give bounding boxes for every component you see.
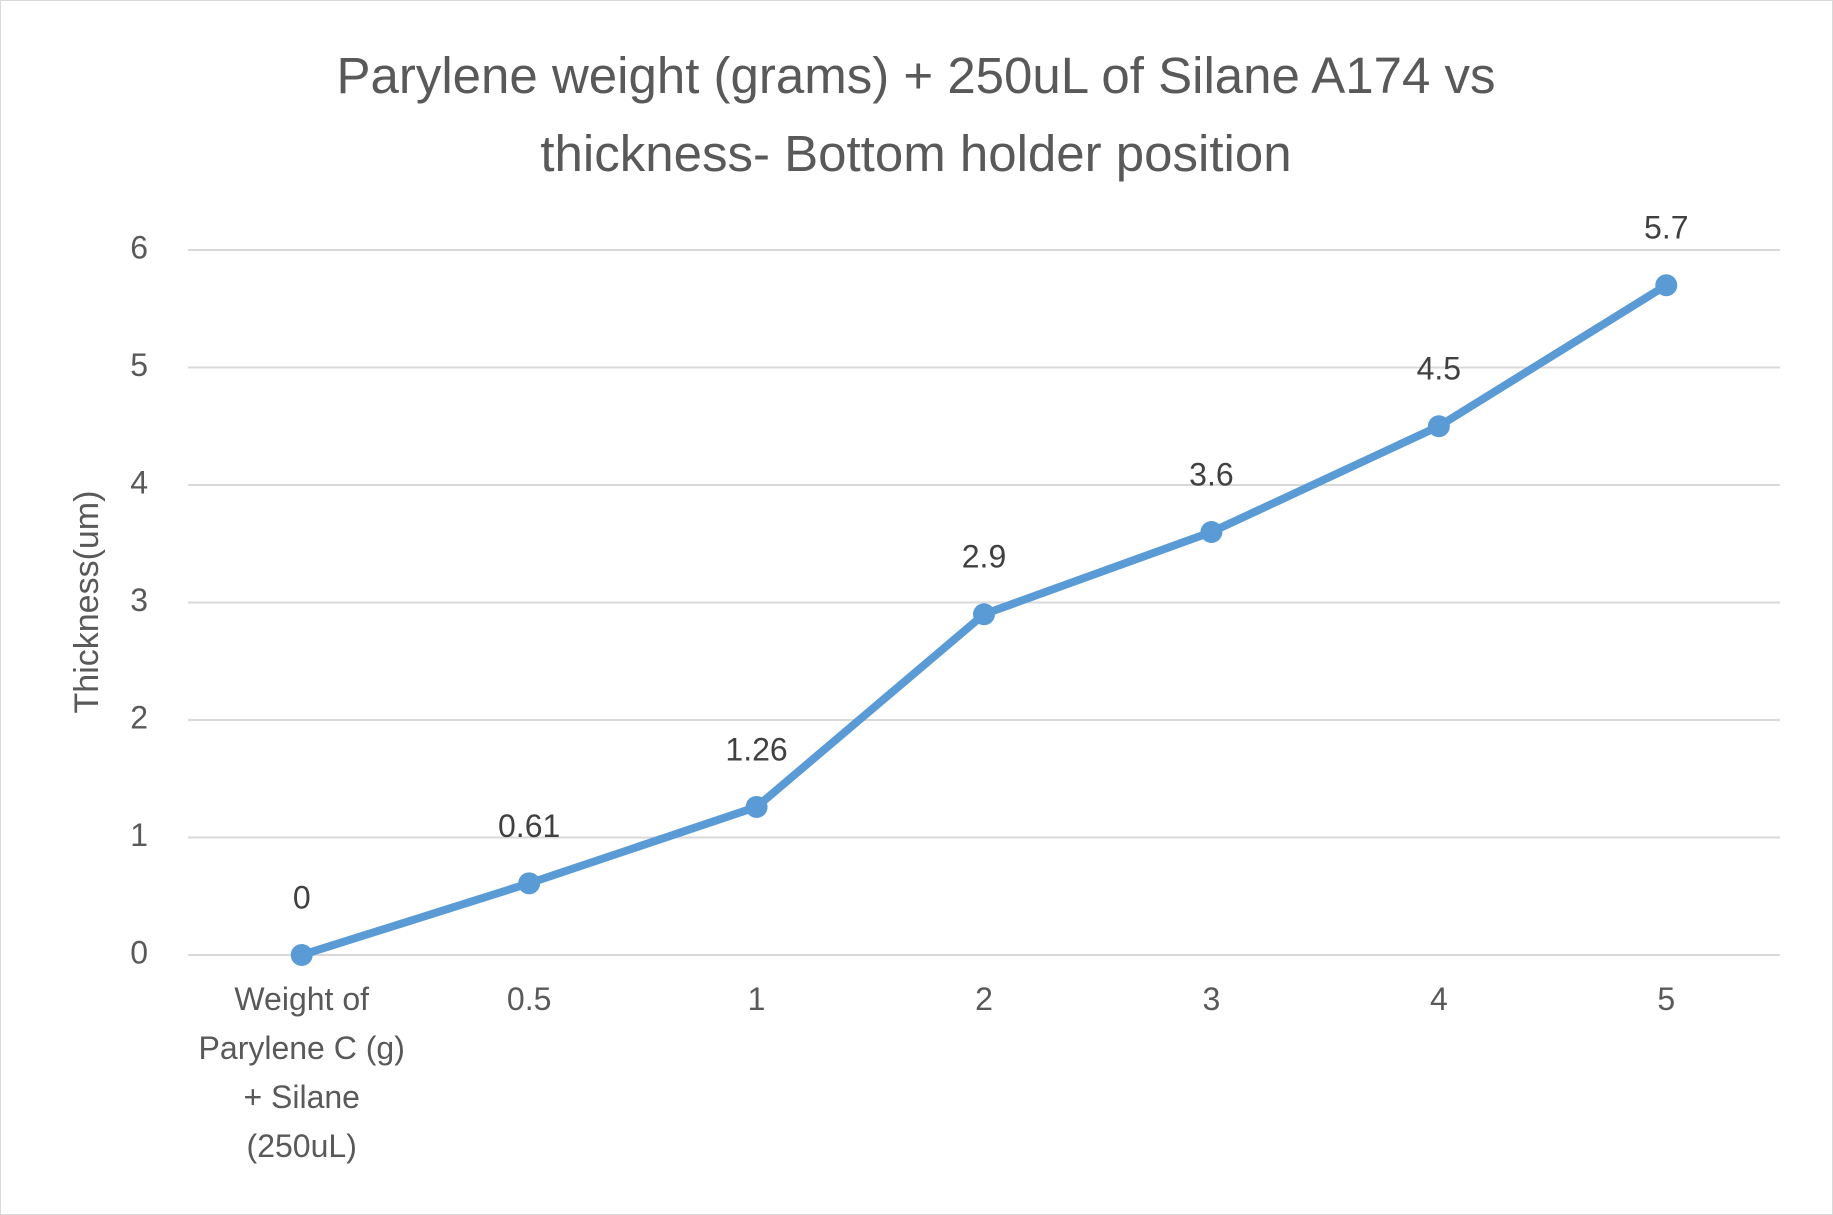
x-tick-label: 3	[1202, 981, 1221, 1017]
data-label: 4.5	[1417, 351, 1461, 387]
data-label: 1.26	[725, 731, 787, 767]
data-label: 0.61	[498, 808, 560, 844]
chart-title: Parylene weight (grams) + 250uL of Silan…	[336, 47, 1496, 182]
x-tick-label-box: 4	[1429, 981, 1448, 1017]
y-tick-label: 4	[130, 464, 148, 500]
data-label: 2.9	[962, 539, 1006, 575]
x-tick-label-box: 2	[975, 981, 993, 1017]
data-point	[290, 944, 313, 966]
x-tick-label-box: 5	[1657, 981, 1676, 1017]
data-label: 5.7	[1644, 210, 1688, 246]
data-label: 3.6	[1189, 456, 1233, 492]
data-point	[973, 603, 995, 626]
data-point	[1200, 521, 1223, 543]
x-tick-label-box: 1	[747, 981, 766, 1017]
x-tick-label: 0.5	[506, 981, 552, 1017]
y-tick-label: 0	[130, 934, 148, 970]
data-point	[1655, 274, 1678, 297]
x-tick-label-box: 3	[1202, 981, 1221, 1017]
y-tick-label: 5	[130, 347, 148, 383]
x-tick-label: 2	[975, 981, 993, 1017]
x-tick-label-box: 0.5	[506, 981, 552, 1017]
x-tick-label: 5	[1657, 981, 1676, 1017]
data-point	[745, 795, 768, 818]
data-label: 0	[293, 879, 311, 915]
y-axis-title: Thickness(um)	[68, 491, 106, 714]
x-tick-label: 4	[1429, 981, 1448, 1017]
data-point	[518, 872, 541, 895]
y-tick-label: 6	[130, 229, 148, 265]
data-point	[1427, 415, 1450, 438]
y-tick-label: 1	[130, 817, 148, 853]
y-tick-label: 2	[130, 699, 148, 735]
x-tick-label: 1	[747, 981, 766, 1017]
y-tick-label: 3	[130, 582, 148, 618]
x-tick-label-box: Weight of Parylene C (g) + Silane (250uL…	[198, 981, 405, 1164]
x-tick-label: Weight of Parylene C (g) + Silane (250uL…	[198, 981, 405, 1164]
